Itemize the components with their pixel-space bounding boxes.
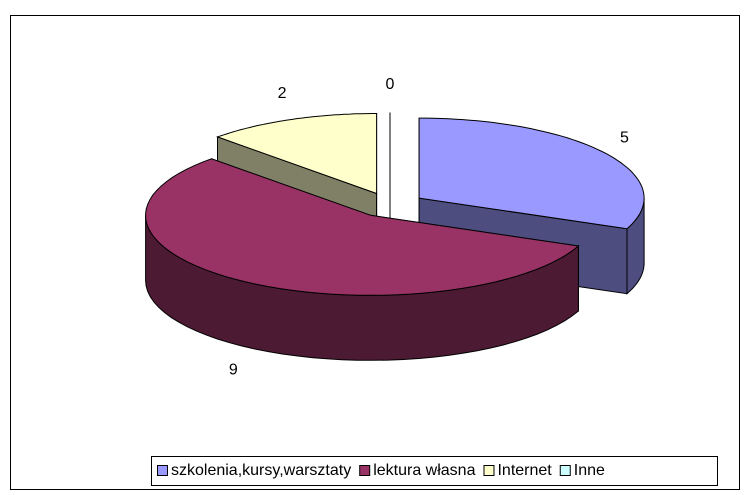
legend-items: szkolenia,kursy,warsztaty lektura własna I… bbox=[157, 462, 605, 479]
legend-label: lektura własna bbox=[373, 462, 475, 479]
slice-top bbox=[145, 158, 580, 296]
legend bbox=[151, 456, 718, 486]
data-labels: 5 9 2 0 bbox=[229, 76, 629, 379]
slice bbox=[145, 158, 580, 361]
legend-swatch bbox=[483, 465, 495, 476]
legend-swatch bbox=[559, 465, 571, 476]
data-label: 5 bbox=[620, 129, 629, 146]
data-label: 2 bbox=[278, 85, 287, 102]
data-label: 9 bbox=[229, 361, 238, 378]
slice-top bbox=[418, 117, 645, 230]
data-label: 0 bbox=[386, 76, 395, 93]
legend-label: Internet bbox=[497, 462, 552, 479]
legend-swatch bbox=[157, 465, 168, 476]
slice-top bbox=[215, 113, 378, 195]
legend-label: Inne bbox=[574, 462, 605, 479]
legend-label: szkolenia,kursy,warsztaty bbox=[171, 462, 351, 479]
pie bbox=[145, 112, 645, 361]
legend-swatch bbox=[359, 465, 371, 476]
